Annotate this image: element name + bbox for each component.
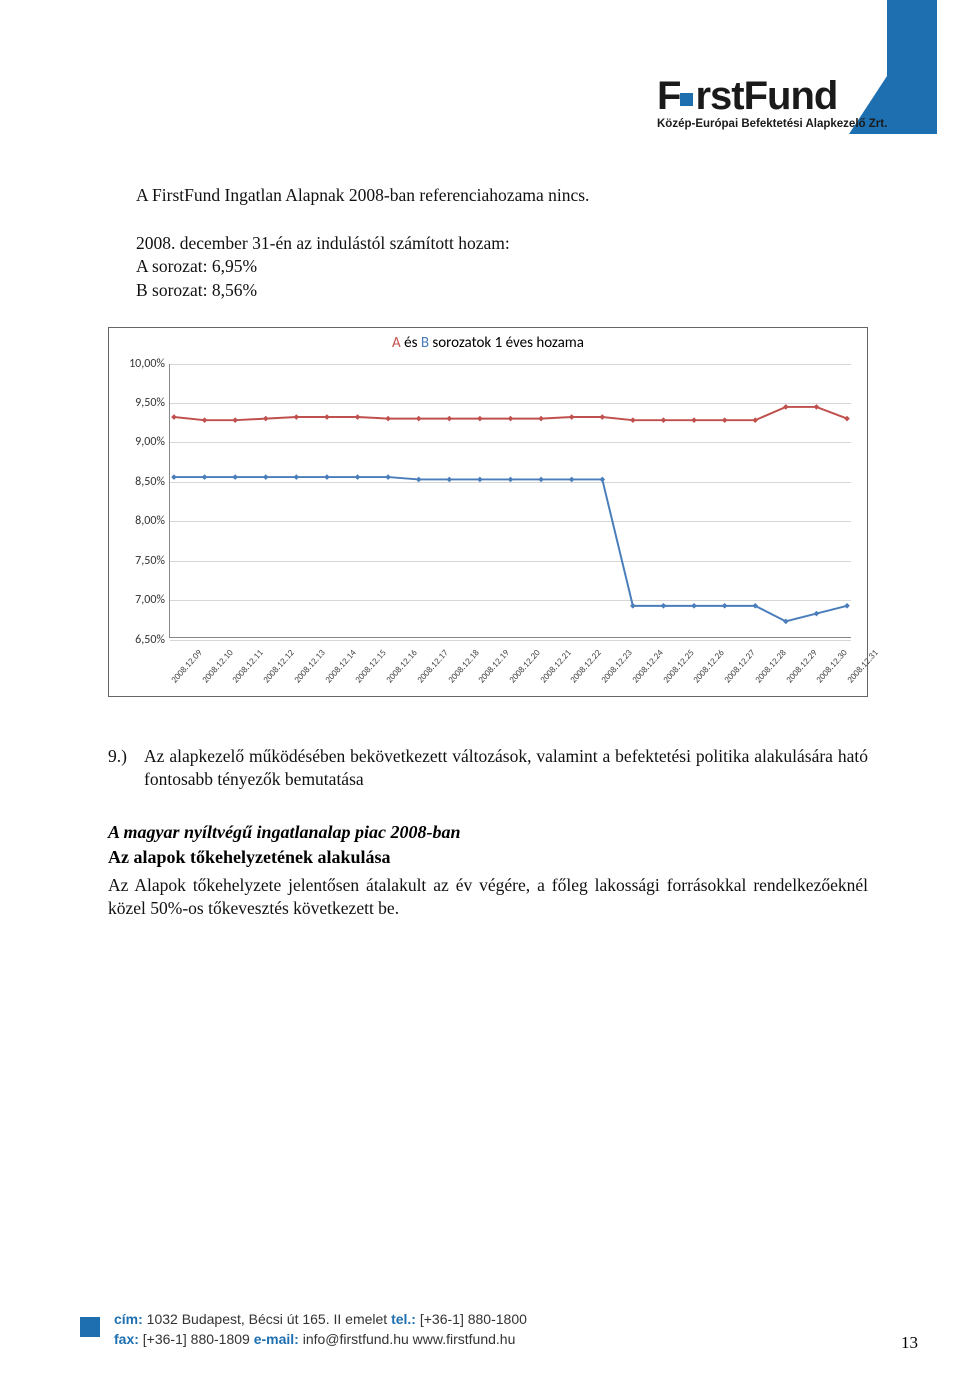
- heading-bold: Az alapok tőkehelyzetének alakulása: [108, 847, 868, 868]
- x-tick-label: 2008.12.16: [384, 647, 420, 685]
- footer-text: cím: 1032 Budapest, Bécsi út 165. II eme…: [114, 1309, 527, 1350]
- section-9: 9.)Az alapkezelő működésében bekövetkeze…: [108, 745, 868, 792]
- y-tick-label: 10,00%: [117, 357, 165, 371]
- x-tick-label: 2008.12.10: [200, 647, 236, 685]
- logo-text: FrstFund: [657, 76, 837, 116]
- footer-bullet-icon: [80, 1317, 100, 1337]
- y-tick-label: 7,50%: [117, 554, 165, 568]
- chart-frame: A és B sorozatok 1 éves hozama 10,00% 9,5…: [108, 327, 868, 697]
- paragraph-yield-a: A sorozat: 6,95%: [108, 255, 868, 279]
- x-tick-label: 2008.12.22: [568, 647, 604, 685]
- footer: cím: 1032 Budapest, Bécsi út 165. II eme…: [80, 1309, 918, 1353]
- x-tick-label: 2008.12.29: [784, 647, 820, 685]
- x-tick-label: 2008.12.24: [630, 647, 666, 685]
- x-tick-label: 2008.12.20: [507, 647, 543, 685]
- y-tick-label: 8,00%: [117, 514, 165, 528]
- x-tick-label: 2008.12.23: [599, 647, 635, 685]
- y-tick-label: 9,50%: [117, 396, 165, 410]
- logo-one-graphic: [887, 0, 937, 134]
- paragraph-capital: Az Alapok tőkehelyzete jelentősen átalak…: [108, 874, 868, 921]
- x-tick-label: 2008.12.13: [292, 647, 328, 685]
- x-tick-label: 2008.12.21: [538, 647, 574, 685]
- x-tick-label: 2008.12.25: [661, 647, 697, 685]
- x-tick-label: 2008.12.18: [446, 647, 482, 685]
- x-tick-label: 2008.12.12: [261, 647, 297, 685]
- x-tick-label: 2008.12.11: [230, 647, 266, 685]
- x-tick-label: 2008.12.27: [722, 647, 758, 685]
- logo-dot-icon: [680, 93, 693, 106]
- x-tick-label: 2008.12.30: [814, 647, 850, 685]
- x-tick-label: 2008.12.26: [691, 647, 727, 685]
- chart-title: A és B sorozatok 1 éves hozama: [109, 334, 867, 352]
- logo-subtitle: Közép-Európai Befektetési Alapkezelő Zrt…: [657, 118, 887, 130]
- x-tick-label: 2008.12.09: [169, 647, 205, 685]
- logo: FrstFund Közép-Európai Befektetési Alapk…: [657, 14, 937, 154]
- paragraph-yield-lead: 2008. december 31-én az indulástól számí…: [108, 232, 868, 256]
- y-tick-label: 6,50%: [117, 633, 165, 647]
- x-tick-label: 2008.12.19: [476, 647, 512, 685]
- chart-plot-area: [169, 364, 851, 638]
- section-9-text: Az alapkezelő működésében bekövetkezett …: [144, 746, 868, 790]
- chart-x-axis: 2008.12.092008.12.102008.12.112008.12.12…: [169, 640, 851, 694]
- chart-svg: [170, 364, 851, 637]
- heading-italic: A magyar nyíltvégű ingatlanalap piac 200…: [108, 822, 868, 843]
- section-9-number: 9.): [108, 745, 144, 769]
- y-tick-label: 9,00%: [117, 435, 165, 449]
- x-tick-label: 2008.12.28: [753, 647, 789, 685]
- x-tick-label: 2008.12.14: [323, 647, 359, 685]
- chart-y-axis: 10,00%9,50%9,00%8,50%8,00%7,50%7,00%6,50…: [117, 364, 165, 638]
- y-tick-label: 8,50%: [117, 475, 165, 489]
- paragraph-reference-yield: A FirstFund Ingatlan Alapnak 2008-ban re…: [108, 184, 868, 208]
- paragraph-yield-b: B sorozat: 8,56%: [108, 279, 868, 303]
- x-tick-label: 2008.12.31: [845, 647, 881, 685]
- x-tick-label: 2008.12.15: [353, 647, 389, 685]
- y-tick-label: 7,00%: [117, 593, 165, 607]
- page-number: 13: [901, 1333, 918, 1353]
- x-tick-label: 2008.12.17: [415, 647, 451, 685]
